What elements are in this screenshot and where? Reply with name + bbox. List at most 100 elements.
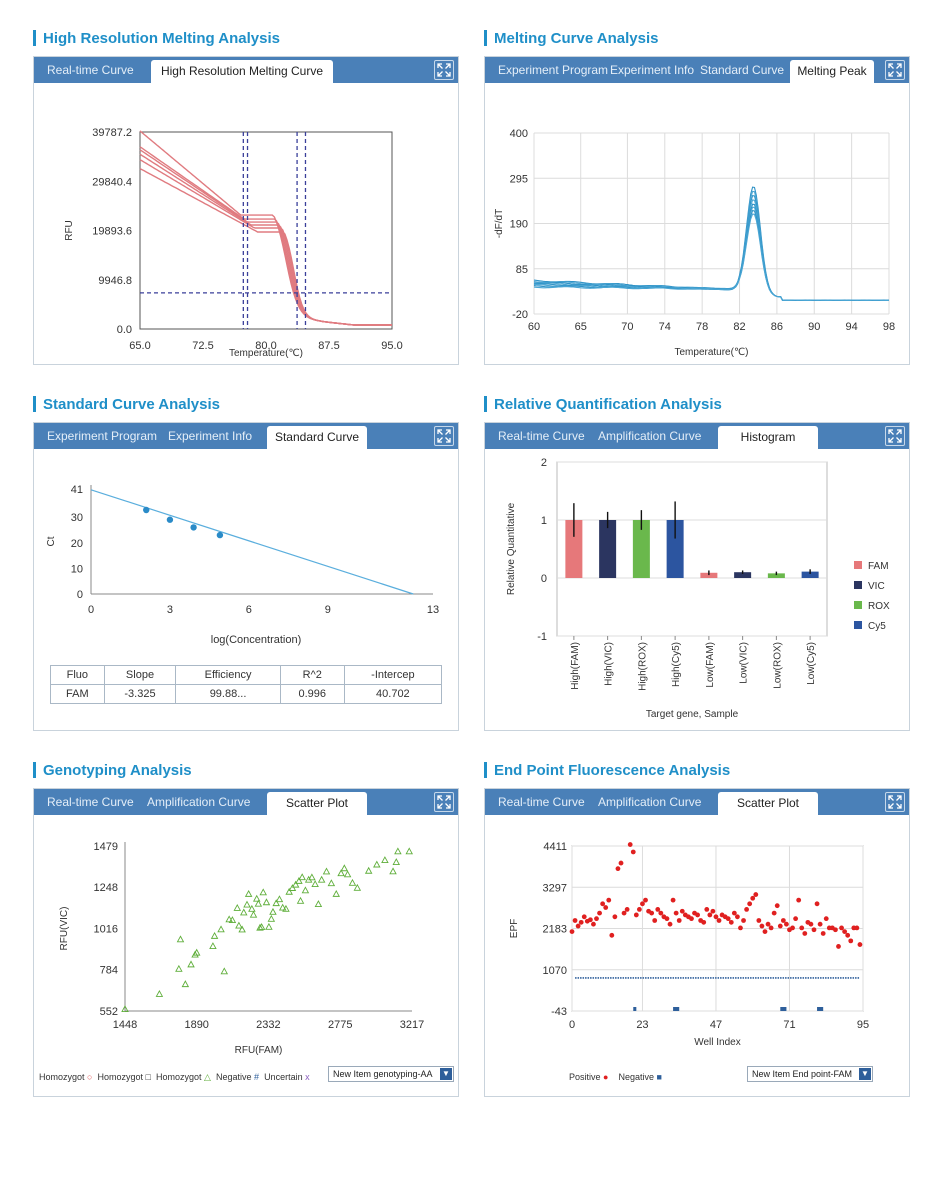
triangle-point bbox=[272, 899, 280, 907]
positive-point bbox=[716, 918, 722, 923]
tab-experiment-program[interactable]: Experiment Program bbox=[498, 63, 609, 77]
x-tick-label: 78 bbox=[696, 321, 708, 333]
positive-point bbox=[762, 929, 768, 935]
tab-melting-peak[interactable]: Melting Peak bbox=[790, 60, 874, 84]
tab-high-resolution-melting-curve[interactable]: High Resolution Melting Curve bbox=[151, 60, 333, 84]
positive-point bbox=[771, 910, 777, 916]
tab-real-time-curve[interactable]: Real-time Curve bbox=[47, 795, 134, 809]
positive-point bbox=[799, 925, 805, 931]
y-tick-label: 1070 bbox=[543, 965, 567, 977]
x-tick-label: 86 bbox=[771, 321, 783, 333]
x-tick-label: 82 bbox=[733, 321, 745, 333]
triangle-point bbox=[248, 904, 256, 912]
tab-experiment-program[interactable]: Experiment Program bbox=[47, 429, 158, 443]
x-tick-label: 90 bbox=[808, 321, 820, 333]
fit-table: Fluo Slope Efficiency R^2 -Intercep FAM … bbox=[50, 665, 443, 704]
positive-point bbox=[649, 910, 655, 916]
x-axis-label: Temperature(℃) bbox=[674, 347, 748, 358]
tab-standard-curve[interactable]: Standard Curve bbox=[267, 426, 367, 450]
negative-point bbox=[817, 1007, 824, 1011]
y-tick-label: 1479 bbox=[94, 841, 118, 853]
legend-negative: Negative ■ bbox=[618, 1072, 662, 1082]
hrm-title: High Resolution Melting Analysis bbox=[33, 29, 280, 47]
y-tick-label: 190 bbox=[510, 219, 528, 231]
x-axis-label: Well Index bbox=[694, 1037, 741, 1048]
tab-scatter-plot[interactable]: Scatter Plot bbox=[718, 792, 818, 816]
chevron-down-icon[interactable]: ▼ bbox=[440, 1068, 452, 1080]
x-tick-label: 74 bbox=[659, 321, 671, 333]
expand-arrows-path bbox=[888, 795, 902, 809]
tab-experiment-info[interactable]: Experiment Info bbox=[168, 429, 253, 443]
positive-point bbox=[784, 921, 789, 927]
x-axis-label: log(Concentration) bbox=[211, 634, 302, 646]
triangle-point bbox=[267, 914, 276, 922]
positive-point bbox=[581, 914, 587, 920]
positive-point bbox=[701, 919, 707, 925]
tab-experiment-info[interactable]: Experiment Info bbox=[610, 63, 695, 77]
y-tick-label: 0.0 bbox=[117, 324, 132, 336]
melt-peak-series bbox=[533, 186, 889, 302]
x-tick-label: Low(VIC) bbox=[739, 642, 750, 684]
y-tick-label: 20 bbox=[71, 538, 83, 550]
expand-icon[interactable] bbox=[434, 60, 454, 80]
y-tick-label: 0 bbox=[77, 589, 83, 601]
expand-icon[interactable] bbox=[434, 426, 454, 446]
triangle-point bbox=[332, 889, 340, 897]
tab-amplification-curve[interactable]: Amplification Curve bbox=[598, 429, 702, 443]
tab-histogram[interactable]: Histogram bbox=[718, 426, 818, 450]
hrm-tabbar: Real-time Curve High Resolution Melting … bbox=[34, 57, 458, 84]
tab-amplification-curve[interactable]: Amplification Curve bbox=[147, 795, 251, 809]
triangle-point bbox=[317, 875, 326, 883]
tab-real-time-curve[interactable]: Real-time Curve bbox=[498, 429, 585, 443]
expand-icon[interactable] bbox=[885, 792, 905, 812]
triangle-point bbox=[285, 887, 293, 895]
tab-real-time-curve[interactable]: Real-time Curve bbox=[498, 795, 585, 809]
positive-point bbox=[768, 925, 774, 931]
positive-point bbox=[640, 901, 645, 907]
tab-real-time-curve[interactable]: Real-time Curve bbox=[47, 63, 134, 77]
tab-amplification-curve[interactable]: Amplification Curve bbox=[598, 795, 702, 809]
epf-chart: 4411 3297 2183 1070 -430 23 47 71 95 EPF Well Inde… bbox=[509, 841, 869, 1048]
triangle-point bbox=[262, 898, 271, 906]
x-tick-label: 70 bbox=[621, 321, 633, 333]
expand-icon[interactable] bbox=[434, 792, 454, 812]
triangle-point bbox=[291, 880, 300, 888]
expand-icon[interactable] bbox=[885, 60, 905, 80]
legend-label: Cy5 bbox=[868, 621, 886, 632]
tab-standard-curve[interactable]: Standard Curve bbox=[700, 63, 785, 77]
tab-scatter-plot[interactable]: Scatter Plot bbox=[267, 792, 367, 816]
positive-point bbox=[753, 892, 759, 897]
y-tick-label: 295 bbox=[510, 173, 528, 185]
triangle-point bbox=[278, 903, 287, 911]
histogram-bar bbox=[700, 572, 718, 578]
x-axis-label: RFU(FAM) bbox=[235, 1045, 283, 1056]
expand-icon[interactable] bbox=[885, 426, 905, 446]
triangle-point bbox=[252, 894, 261, 902]
endpoint-item-select[interactable]: New Item End point-FAM ▼ bbox=[747, 1066, 873, 1082]
y-tick-label: 39787.2 bbox=[92, 127, 132, 139]
y-tick-label: -1 bbox=[537, 631, 547, 643]
triangle-point bbox=[238, 925, 246, 933]
chevron-down-icon[interactable]: ▼ bbox=[859, 1068, 871, 1080]
triangle-point bbox=[220, 967, 229, 975]
triangle-point bbox=[282, 904, 290, 912]
triangle-point bbox=[295, 876, 303, 884]
positive-point bbox=[738, 925, 743, 931]
positive-point bbox=[725, 916, 731, 922]
positive-point bbox=[802, 931, 808, 936]
fit-table-header: Fluo Slope Efficiency R^2 -Intercep bbox=[50, 665, 443, 685]
positive-point bbox=[670, 897, 676, 903]
triangle-point bbox=[327, 879, 336, 887]
x-tick-label: Low(Cy5) bbox=[806, 642, 817, 685]
triangle-icon: △ bbox=[204, 1072, 211, 1082]
melt-peak-series bbox=[534, 206, 890, 302]
y-tick-label: 1016 bbox=[94, 923, 118, 935]
rq-tabbar: Real-time Curve Amplification Curve Hist… bbox=[485, 423, 909, 450]
standard-point bbox=[190, 524, 197, 531]
positive-point bbox=[621, 910, 627, 916]
x-tick-label: 3217 bbox=[400, 1019, 424, 1031]
expand-arrows-path bbox=[888, 63, 902, 77]
genotyping-item-select[interactable]: New Item genotyping-AA ▼ bbox=[328, 1066, 454, 1082]
legend-homozygot-3: Homozygot △ bbox=[156, 1072, 211, 1082]
geno-title: Genotyping Analysis bbox=[33, 761, 192, 779]
